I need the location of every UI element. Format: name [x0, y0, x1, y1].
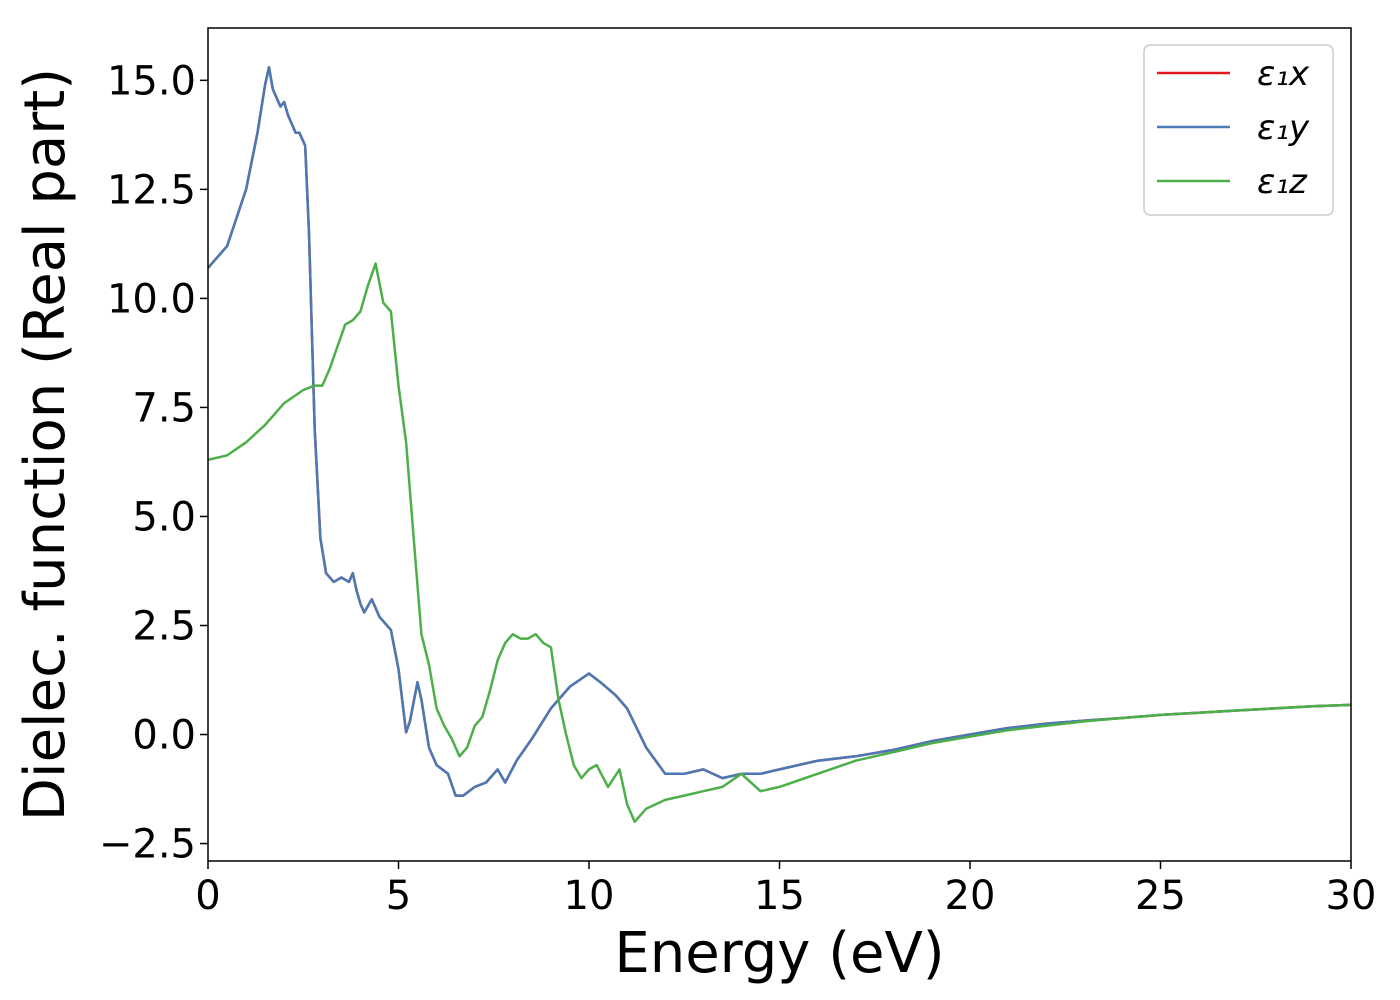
x-tick-label: 25: [1135, 873, 1186, 919]
x-tick-label: 0: [195, 873, 220, 919]
series-line-1: [207, 66, 1352, 797]
legend-entry: ε₁y: [1257, 108, 1310, 148]
x-tick-label: 10: [564, 873, 615, 919]
y-axis-label: Dielec. function (Real part): [13, 68, 78, 821]
y-tick-label: 12.5: [107, 167, 196, 213]
x-tick-label: 5: [386, 873, 411, 919]
x-axis-label: Energy (eV): [614, 921, 944, 986]
legend-entry: ε₁z: [1257, 162, 1308, 202]
legend-entry: ε₁x: [1257, 54, 1310, 94]
y-tick-label: 10.0: [107, 276, 196, 322]
y-tick-label: 2.5: [132, 603, 196, 649]
legend-box: [1143, 44, 1334, 216]
y-tick-label: 5.0: [132, 494, 196, 540]
series-layer: [207, 66, 1352, 823]
y-axis: −2.5 0.0 2.5 5.0 7.5 10.0 12.5 15.0: [99, 58, 208, 868]
y-tick-label: 0.0: [132, 713, 196, 759]
y-tick-label: −2.5: [99, 822, 196, 868]
legend: ε₁x ε₁y ε₁z: [1143, 44, 1334, 216]
x-tick-label: 20: [945, 873, 996, 919]
x-axis: 0 5 10 15 20 25 30: [195, 861, 1376, 919]
x-tick-label: 15: [754, 873, 805, 919]
series-line-2: [207, 262, 1352, 823]
y-tick-label: 15.0: [107, 58, 196, 104]
x-tick-label: 30: [1326, 873, 1377, 919]
y-tick-label: 7.5: [132, 385, 196, 431]
